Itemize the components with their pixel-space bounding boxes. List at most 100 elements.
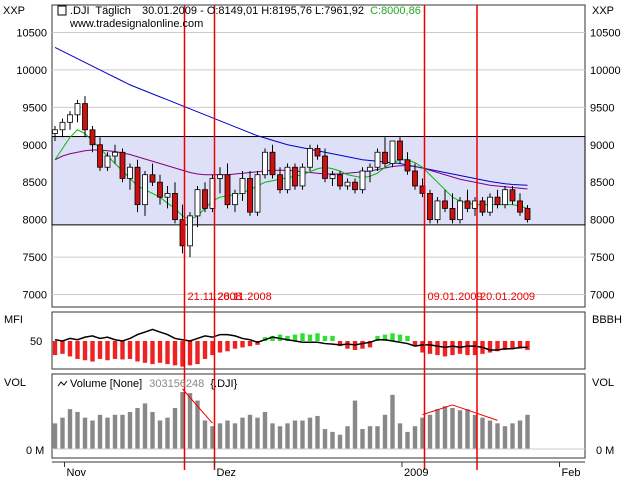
volume-bars bbox=[52, 392, 585, 450]
volume-bar bbox=[382, 414, 388, 449]
volume-bar bbox=[285, 423, 290, 449]
candle-up bbox=[284, 166, 291, 191]
svg-text:.DJI Täglich 3: .DJI Täglich 30.01.2009 - O:8149,01 H:81… bbox=[70, 5, 421, 17]
mfi-bar bbox=[510, 341, 515, 349]
volume-bar bbox=[97, 414, 103, 449]
volume-bar bbox=[525, 414, 530, 449]
volume-trendlines bbox=[182, 388, 498, 424]
volume-bar bbox=[300, 420, 305, 449]
volume-bar bbox=[202, 420, 208, 449]
y-axis-labels: 7000 7000 7500 7500 8000 8000 8500 8500 9000 9000… bbox=[16, 27, 620, 301]
mfi-bar bbox=[435, 341, 440, 356]
y-tick-label-right: 10000 bbox=[590, 65, 621, 77]
y-tick-label-left: 8500 bbox=[23, 177, 47, 189]
mfi-bar bbox=[285, 335, 290, 341]
volume-bar bbox=[472, 414, 478, 449]
candle-down bbox=[82, 103, 88, 131]
volume-bar bbox=[172, 407, 178, 449]
volume-bar bbox=[517, 420, 523, 449]
volume-bar bbox=[165, 417, 170, 449]
date-marker-label: 20.01.2009 bbox=[480, 291, 535, 303]
volume-trendline bbox=[452, 404, 498, 421]
mfi-bar bbox=[375, 335, 380, 341]
volume-bar bbox=[412, 426, 418, 449]
y-tick-label-left: 10500 bbox=[16, 27, 47, 39]
mfi-bar bbox=[75, 341, 80, 359]
y-tick-label-right: 8500 bbox=[590, 177, 614, 189]
candle-down bbox=[134, 166, 141, 206]
y-tick-label-right: 9500 bbox=[590, 102, 614, 114]
mfi-bars bbox=[52, 333, 530, 367]
mfi-bar bbox=[307, 334, 313, 341]
candle-down bbox=[442, 200, 448, 209]
candle-down bbox=[149, 174, 156, 183]
mfi-bar bbox=[67, 341, 73, 357]
mfi-bar bbox=[225, 341, 230, 352]
volume-bar bbox=[502, 426, 508, 449]
mfi-bar bbox=[135, 341, 140, 362]
volume-bar bbox=[397, 423, 403, 449]
mfi-bar bbox=[382, 334, 388, 341]
mfi-bar bbox=[60, 341, 65, 354]
mfi-bar bbox=[472, 341, 478, 356]
left-axis-label: XXP bbox=[3, 5, 25, 17]
candle-up bbox=[127, 166, 133, 179]
period-label: Täglich bbox=[95, 5, 130, 17]
mfi-bar bbox=[330, 335, 335, 341]
candle-down bbox=[97, 144, 103, 168]
mfi-bar bbox=[157, 341, 163, 363]
volume-bar bbox=[277, 426, 283, 449]
volume-bar bbox=[90, 420, 95, 449]
mfi-right-label: BBBH bbox=[592, 314, 622, 326]
volume-bar bbox=[510, 423, 515, 449]
candle-down bbox=[119, 151, 126, 179]
y-tick-label-left: 9000 bbox=[23, 140, 47, 152]
mfi-bar bbox=[525, 341, 530, 350]
mfi-bar bbox=[217, 341, 223, 353]
volume-bar bbox=[210, 426, 215, 449]
candle-down bbox=[464, 200, 471, 209]
volume-bar bbox=[405, 431, 410, 449]
volume-bar bbox=[390, 394, 395, 449]
mfi-bar bbox=[450, 341, 455, 356]
mfi-bar bbox=[120, 341, 125, 360]
mfi-bar bbox=[487, 341, 493, 353]
volume-bar bbox=[322, 429, 328, 449]
candle-down bbox=[494, 196, 501, 206]
mfi-bar bbox=[517, 341, 523, 349]
volume-legend-label: Volume [None] bbox=[70, 378, 142, 390]
y-tick-label-left: 8000 bbox=[23, 215, 47, 227]
volume-bar bbox=[337, 434, 343, 449]
symbol-label: .DJI bbox=[70, 5, 90, 17]
candle-up bbox=[217, 174, 223, 179]
volume-bar bbox=[315, 415, 320, 449]
candle-up bbox=[194, 189, 201, 217]
y-tick-label-right: 9000 bbox=[590, 140, 614, 152]
candle-down bbox=[449, 208, 456, 221]
candle-down bbox=[404, 159, 411, 172]
mfi-bar bbox=[345, 341, 350, 349]
candle-down bbox=[157, 181, 163, 198]
candle-up bbox=[112, 151, 118, 157]
candle-up bbox=[104, 155, 111, 168]
candle-down bbox=[247, 178, 253, 213]
volume-bar bbox=[247, 414, 253, 449]
mfi-bar bbox=[165, 341, 170, 365]
candle-up bbox=[239, 178, 246, 194]
volume-bar bbox=[442, 406, 448, 449]
candle-up bbox=[307, 148, 313, 168]
candle-down bbox=[172, 193, 178, 221]
x-tick-label: 2009 bbox=[404, 467, 428, 479]
mfi-bar bbox=[210, 341, 215, 356]
candle-down bbox=[314, 148, 321, 157]
candle-down bbox=[202, 189, 208, 209]
mfi-bar bbox=[397, 334, 403, 341]
mfi-bar bbox=[112, 341, 118, 359]
moving-averages bbox=[54, 46, 528, 221]
candle-up bbox=[164, 193, 171, 198]
volume-trendline bbox=[182, 388, 213, 424]
candle-down bbox=[352, 181, 358, 191]
chart-header: .DJI Täglich 30.01.2009 - O:8149,01 H:81… bbox=[57, 5, 421, 30]
volume-bar bbox=[262, 411, 268, 449]
